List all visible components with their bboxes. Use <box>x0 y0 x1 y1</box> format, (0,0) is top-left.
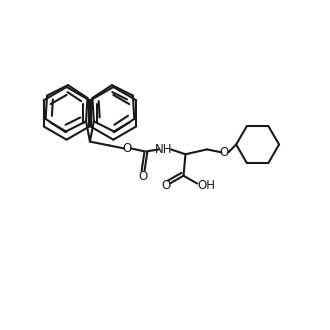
Text: O: O <box>161 179 171 192</box>
Text: OH: OH <box>197 179 215 192</box>
Text: O: O <box>220 146 229 159</box>
Text: O: O <box>122 142 132 155</box>
Text: NH: NH <box>155 143 173 156</box>
Text: O: O <box>138 170 147 183</box>
